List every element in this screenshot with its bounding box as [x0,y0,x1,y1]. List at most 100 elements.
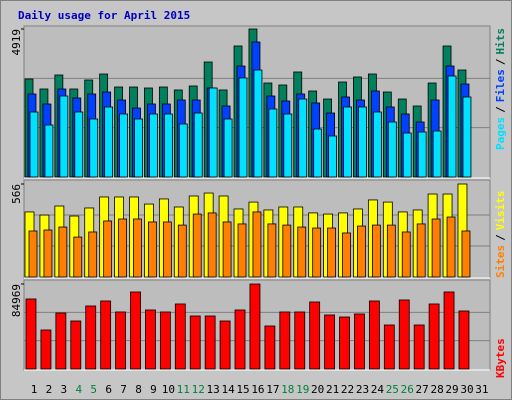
x-tick-label: 24 [371,383,385,396]
bar [100,300,112,370]
bar [386,224,396,278]
bar [428,303,440,370]
bar [219,320,231,370]
bar [59,95,69,178]
bar [134,118,143,178]
bar [368,300,380,370]
x-tick-label: 23 [356,383,369,396]
bar [398,299,410,370]
legend: Sites / Visits [494,191,507,279]
bar [357,225,366,278]
x-tick-label: 25 [386,383,399,396]
bar [237,223,247,278]
x-tick-label: 21 [326,383,339,396]
bar [28,230,38,278]
bar [328,135,338,178]
bar [149,113,158,178]
x-tick-label: 28 [430,383,443,396]
x-tick-label: 7 [120,383,127,396]
bar [145,309,156,370]
bar [207,212,217,278]
bar [401,231,411,278]
bar [208,87,218,178]
bar [358,106,367,178]
bar [74,111,84,178]
x-tick-label: 22 [341,383,354,396]
bar [73,236,83,278]
legend-entry: KBytes [494,338,507,378]
bar [162,221,172,278]
x-tick-label: 31 [475,383,488,396]
x-tick-label: 8 [135,383,142,396]
bar [222,221,232,278]
legend-separator: / [494,234,507,241]
x-tick-label: 29 [445,383,458,396]
bar [29,111,39,178]
bar [89,118,99,178]
x-tick-label: 9 [150,383,157,396]
legend-entry: Files [494,69,507,102]
bar [298,98,308,178]
x-tick-label: 4 [75,383,82,396]
bar [119,113,128,178]
bar [178,123,188,178]
x-tick-label: 2 [46,383,53,396]
bar [249,283,261,370]
bar [253,69,263,178]
x-tick-label: 13 [207,383,220,396]
bar [193,112,203,178]
x-tick-label: 3 [61,383,68,396]
bar [174,303,186,370]
bar [44,124,54,178]
x-tick-label: 20 [311,383,324,396]
y-tick-label: 566 [10,184,23,204]
legend-entry: Visits [494,191,507,231]
x-tick-label: 18 [281,383,294,396]
bar [55,312,67,370]
bar [267,223,277,278]
bar [431,218,441,278]
bar [25,298,37,370]
bar [264,325,276,370]
x-tick-label: 10 [162,383,175,396]
bar [223,118,233,178]
legend: KBytes [494,338,507,378]
bar [339,316,350,370]
bar [118,218,127,278]
bar [192,213,202,278]
x-tick-label: 16 [251,383,264,396]
bar [294,311,306,370]
bar [268,108,278,178]
bar [461,230,471,278]
legend-entry: Sites [494,245,507,278]
x-tick-label: 26 [401,383,414,396]
bar [387,121,397,178]
bar [252,211,262,278]
bar [88,231,98,278]
bar [354,313,365,370]
x-tick-label: 12 [192,383,205,396]
bar [279,311,291,370]
bar [103,220,113,278]
x-tick-label: 1 [31,383,38,396]
bar [238,77,248,178]
bar [443,291,455,370]
bar [40,329,52,370]
bar [189,315,201,370]
bar [371,224,381,278]
bar [447,75,457,178]
x-tick-label: 17 [266,383,279,396]
bar [413,324,425,370]
bar [458,310,470,370]
bar [417,131,427,178]
bar [159,311,171,370]
bar [402,132,412,178]
bar [312,227,322,278]
bar [282,224,292,278]
bar [104,106,114,178]
bar [115,311,126,370]
legend: Pages / Files / Hits [494,28,507,150]
bar [148,221,157,278]
bar [43,229,53,278]
